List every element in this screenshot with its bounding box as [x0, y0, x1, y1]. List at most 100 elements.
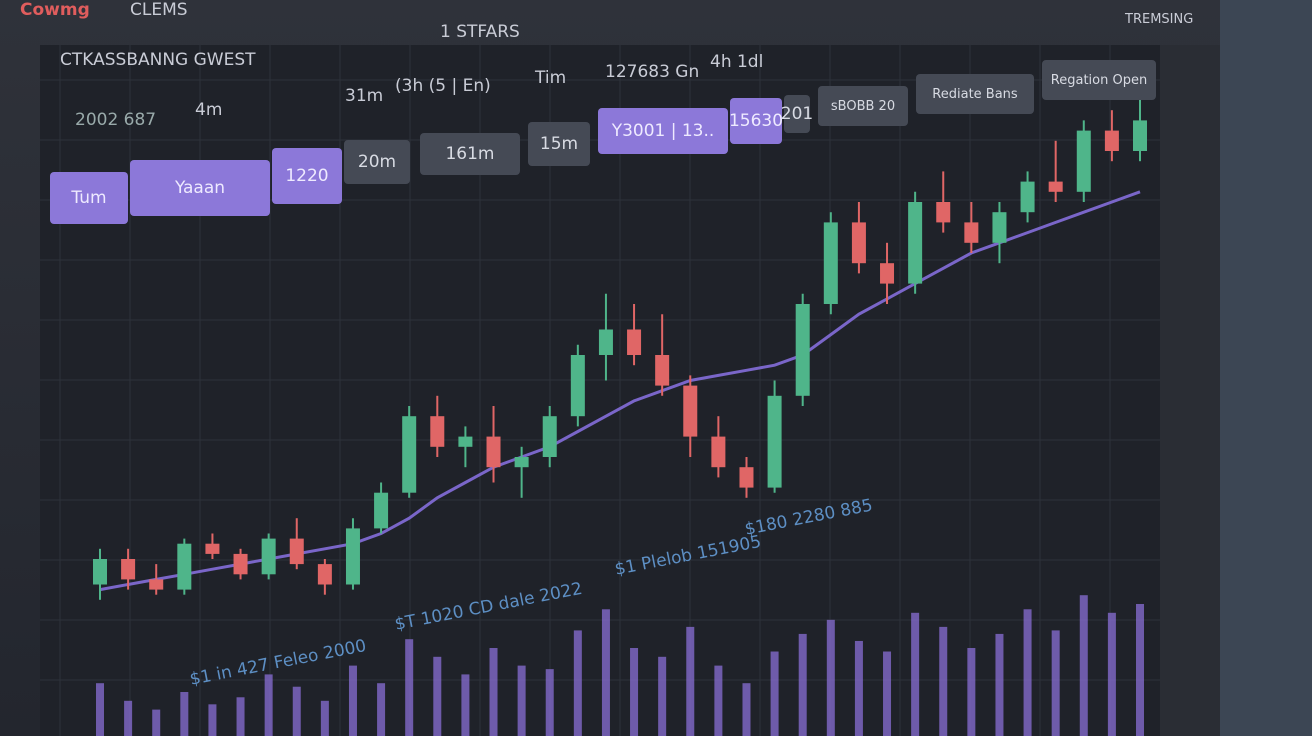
candle-body	[430, 416, 445, 447]
interval[interactable]: 4m	[195, 100, 223, 120]
volume-bar	[1051, 630, 1060, 736]
volume-bar	[995, 633, 1004, 736]
tab[interactable]: 161m	[420, 133, 520, 175]
candle-body	[345, 528, 360, 585]
volume-bar	[292, 686, 301, 736]
interval[interactable]: (3h (5 | En)	[395, 76, 491, 96]
interval[interactable]: 31m	[345, 86, 384, 106]
candle-body	[655, 355, 670, 386]
volume-bar	[826, 619, 835, 736]
user[interactable]: TREMSING	[1125, 12, 1194, 27]
volume-bar	[714, 665, 723, 736]
volume-bar	[1107, 612, 1116, 736]
background	[1220, 0, 1312, 736]
volume-bar	[348, 665, 357, 736]
candle-body	[823, 222, 838, 304]
toolbar-title: CTKASSBANNG GWEST	[60, 50, 256, 70]
candle-body	[1076, 130, 1091, 192]
tab[interactable]: 201	[781, 95, 813, 133]
volume-bar	[461, 674, 470, 736]
volume-bar	[489, 648, 498, 736]
tab[interactable]: 15m	[528, 122, 590, 166]
candle-body	[121, 559, 136, 580]
candle-body	[739, 467, 754, 488]
price-scale	[1160, 45, 1220, 736]
tab[interactable]: 15630	[729, 98, 783, 144]
candle-body	[683, 385, 698, 437]
candle-body	[233, 553, 248, 575]
volume-bar	[1136, 604, 1144, 736]
candle-body	[1048, 181, 1063, 192]
volume-bar	[264, 674, 273, 736]
candle-body	[177, 543, 192, 590]
volume-bar	[573, 630, 582, 736]
candle-body	[1104, 130, 1119, 151]
candle-body	[964, 222, 979, 243]
tab[interactable]: 1220	[272, 148, 342, 204]
volume-bar	[545, 669, 554, 736]
candle-body	[598, 329, 613, 355]
tab[interactable]: Tum	[50, 172, 128, 224]
candle-body	[542, 416, 557, 457]
header-center: 1 STFARS	[440, 22, 520, 42]
volume-bar	[236, 697, 245, 736]
volume-bar	[686, 626, 695, 736]
menu[interactable]: CLEMS	[130, 0, 188, 20]
candle-body	[992, 212, 1007, 243]
candle-body	[851, 222, 866, 264]
volume-bar	[883, 651, 892, 736]
volume-bar	[377, 683, 386, 736]
candle-body	[149, 579, 164, 590]
tab[interactable]: Yaaan	[130, 160, 270, 216]
candle-body	[317, 564, 332, 585]
volume-bar	[1079, 595, 1088, 736]
volume-bar	[320, 700, 329, 736]
volume-bar	[854, 640, 863, 736]
volume-bar	[630, 648, 639, 736]
tab[interactable]: 20m	[344, 140, 410, 184]
candle-body	[93, 559, 107, 585]
tab[interactable]: Regation Open	[1042, 60, 1156, 100]
volume-bar	[180, 692, 189, 736]
tab[interactable]: Y3001 | 13..	[598, 108, 728, 154]
volume-bar	[658, 656, 667, 736]
candle-body	[1020, 181, 1035, 213]
volume-bar	[208, 704, 217, 736]
candle-body	[1133, 120, 1147, 151]
candle-body	[374, 492, 389, 529]
volume-bar	[770, 651, 779, 736]
volume-bar	[967, 648, 976, 736]
candle-body	[570, 355, 585, 417]
brand[interactable]: Cowmg	[20, 0, 90, 20]
volume-bar	[742, 683, 751, 736]
candle-body	[402, 416, 417, 493]
volume-bar	[124, 700, 133, 736]
candle-body	[880, 263, 895, 284]
volume-bar	[1023, 609, 1032, 736]
candle-body	[458, 436, 473, 447]
candle-body	[936, 202, 951, 223]
tab[interactable]: Rediate Bans	[916, 74, 1034, 114]
candle-body	[514, 457, 529, 468]
candle-body	[795, 304, 810, 396]
price: 2002 687	[75, 110, 157, 130]
volume-bar	[517, 665, 526, 736]
candle-body	[711, 436, 726, 468]
volume-bar	[911, 612, 920, 736]
volume-bar	[405, 639, 414, 736]
tab[interactable]: sBOBB 20	[818, 86, 908, 126]
candle-body	[289, 538, 304, 565]
candle-body	[627, 329, 642, 355]
volume-bar	[433, 656, 442, 736]
volume-bar	[601, 609, 610, 736]
candle-body	[261, 538, 276, 575]
interval[interactable]: 4h 1dl	[710, 52, 764, 72]
volume-bar	[152, 709, 161, 736]
candle-body	[908, 202, 923, 284]
interval[interactable]: Tim	[535, 68, 567, 88]
candle-body	[767, 395, 782, 488]
volume-bar	[96, 683, 104, 736]
interval[interactable]: 127683 Gn	[605, 62, 700, 82]
